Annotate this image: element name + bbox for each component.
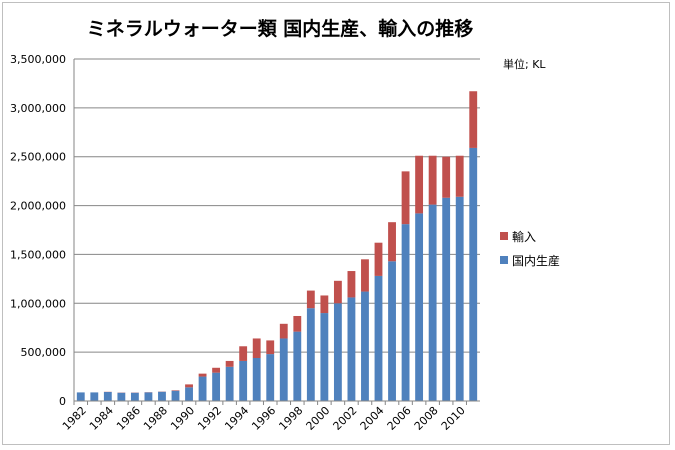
bar-domestic-production <box>252 358 261 401</box>
bar-imports <box>279 323 288 339</box>
x-tick-label: 1982 <box>60 404 89 433</box>
bar-domestic-production <box>158 391 166 401</box>
legend-item-import: 輸入 <box>500 224 560 248</box>
bar-domestic-production <box>171 390 180 401</box>
x-tick-label: 1990 <box>168 404 197 433</box>
x-tick-label: 1988 <box>141 404 170 433</box>
bar-domestic-production <box>293 331 302 401</box>
bar-domestic-production <box>320 313 329 401</box>
bar-domestic-production <box>239 360 248 401</box>
x-tick-label: 1986 <box>114 404 143 433</box>
bar-domestic-production <box>442 197 451 401</box>
y-tick-label: 0 <box>59 395 66 408</box>
legend-swatch-domestic <box>500 256 508 264</box>
x-tick-label: 2000 <box>303 404 332 433</box>
bar-domestic-production <box>130 392 139 401</box>
bar-imports <box>388 222 396 262</box>
grid-lines <box>74 58 480 353</box>
bar-domestic-production <box>198 376 207 401</box>
bar-imports <box>185 384 193 388</box>
x-tick-label: 1996 <box>249 404 278 433</box>
bar-domestic-production <box>347 297 356 401</box>
bar-imports <box>428 155 437 205</box>
bar-domestic-production <box>90 392 99 401</box>
y-tick-label: 3,000,000 <box>10 102 66 115</box>
bar-domestic-production <box>185 387 193 401</box>
bar-imports <box>361 259 369 292</box>
legend-swatch-import <box>500 232 508 240</box>
y-tick-label: 1,000,000 <box>10 297 66 310</box>
bar-domestic-production <box>428 204 437 401</box>
bar-domestic-production <box>401 224 410 401</box>
bar-domestic-production <box>117 392 126 401</box>
legend-label-import: 輸入 <box>512 229 537 244</box>
bar-imports <box>333 280 342 304</box>
bar-domestic-production <box>306 308 315 401</box>
bar-domestic-production <box>469 147 478 401</box>
x-tick-label: 2006 <box>385 404 414 433</box>
x-tick-label: 2008 <box>412 404 441 433</box>
bar-imports <box>347 271 356 298</box>
bar-imports <box>239 346 248 361</box>
chart-title: ミネラルウォーター類 国内生産、輸入の推移 <box>86 18 474 40</box>
bar-imports <box>225 360 234 367</box>
bar-domestic-production <box>415 213 424 401</box>
bar-imports <box>266 340 275 355</box>
bar-imports <box>374 242 383 276</box>
bar-domestic-production <box>279 338 288 401</box>
x-tick-label: 2010 <box>439 404 468 433</box>
legend-label-domestic: 国内生産 <box>512 253 561 268</box>
y-tick-label: 1,500,000 <box>10 248 66 261</box>
bar-imports <box>442 156 451 198</box>
bars <box>76 91 478 401</box>
x-tick-label: 2002 <box>331 404 360 433</box>
x-tick-label: 1984 <box>87 404 116 433</box>
bar-imports <box>306 290 315 309</box>
chart-frame <box>2 2 670 445</box>
bar-domestic-production <box>455 196 464 401</box>
y-tick-label: 3,500,000 <box>10 53 66 66</box>
y-tick-label: 500,000 <box>21 346 67 359</box>
bar-domestic-production <box>212 372 221 401</box>
y-tick-label: 2,500,000 <box>10 151 66 164</box>
bar-imports <box>401 171 410 225</box>
bar-domestic-production <box>103 392 112 401</box>
bar-imports <box>293 315 302 332</box>
x-tick-label: 1998 <box>276 404 305 433</box>
bar-imports <box>469 91 478 148</box>
x-tick-label: 2004 <box>358 404 387 433</box>
bar-imports <box>198 373 207 377</box>
bar-domestic-production <box>333 303 342 401</box>
bar-imports <box>455 155 464 197</box>
bar-domestic-production <box>266 354 275 401</box>
bar-imports <box>320 295 329 314</box>
x-tick-label: 1992 <box>195 404 224 433</box>
bar-domestic-production <box>361 291 369 401</box>
bar-imports <box>252 338 261 359</box>
bar-domestic-production <box>374 275 383 401</box>
bar-imports <box>415 155 424 214</box>
bar-imports <box>212 367 221 373</box>
legend: 輸入 国内生産 <box>500 224 560 272</box>
bar-domestic-production <box>144 392 153 401</box>
bar-domestic-production <box>225 366 234 401</box>
bar-domestic-production <box>76 392 85 401</box>
y-tick-label: 2,000,000 <box>10 200 66 213</box>
legend-item-domestic: 国内生産 <box>500 248 560 272</box>
unit-label: 単位; KL <box>503 58 546 71</box>
bar-domestic-production <box>388 261 396 401</box>
x-tick-label: 1994 <box>222 404 251 433</box>
